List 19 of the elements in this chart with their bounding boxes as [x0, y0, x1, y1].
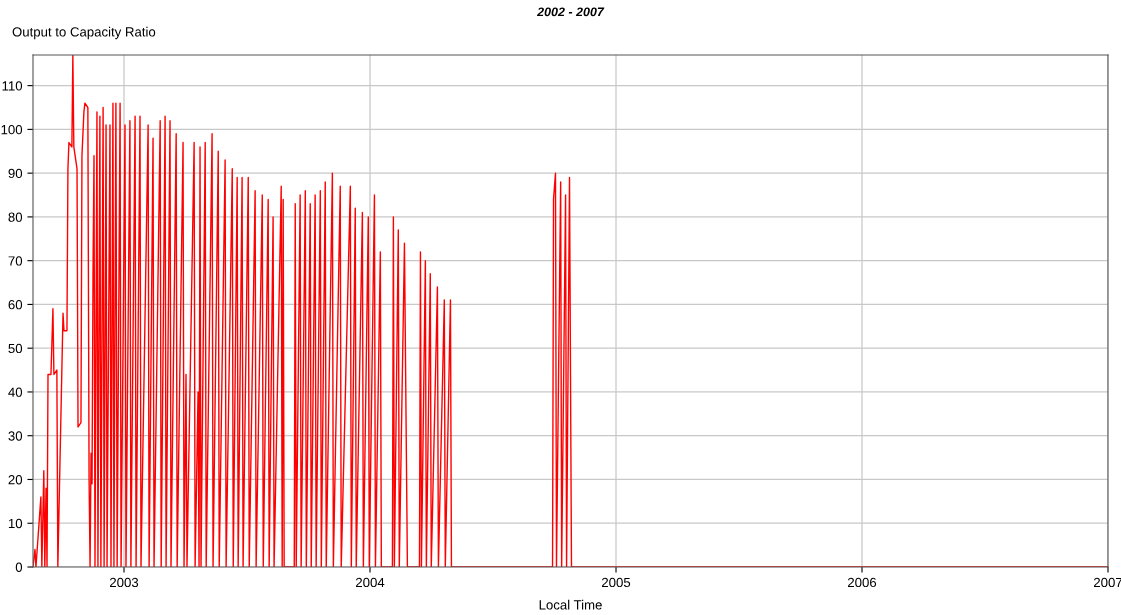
y-tick-label: 40	[8, 387, 23, 397]
chart-title: 2002 - 2007	[536, 7, 605, 17]
y-tick-label: 30	[8, 431, 23, 441]
x-tick-label: 2005	[602, 577, 631, 588]
y-tick-label: 90	[8, 168, 23, 179]
y-tick-label: 20	[8, 475, 23, 485]
y-tick-label: 100	[1, 124, 23, 135]
x-tick-label: 2006	[847, 577, 877, 588]
y-axis-title: Output to Capacity Ratio	[12, 26, 156, 40]
y-tick-label: 60	[8, 300, 23, 310]
x-tick-label: 2004	[356, 577, 385, 588]
y-tick-label: 70	[8, 256, 23, 266]
y-tick-label: 110	[2, 81, 23, 91]
y-tick-label: 10	[8, 518, 23, 529]
x-axis-title: Local Time	[539, 599, 602, 610]
y-tick-label: 80	[8, 212, 23, 222]
x-tick-label: 2003	[110, 577, 139, 588]
y-tick-label: 0	[15, 562, 23, 572]
y-tick-label: 50	[8, 343, 23, 354]
